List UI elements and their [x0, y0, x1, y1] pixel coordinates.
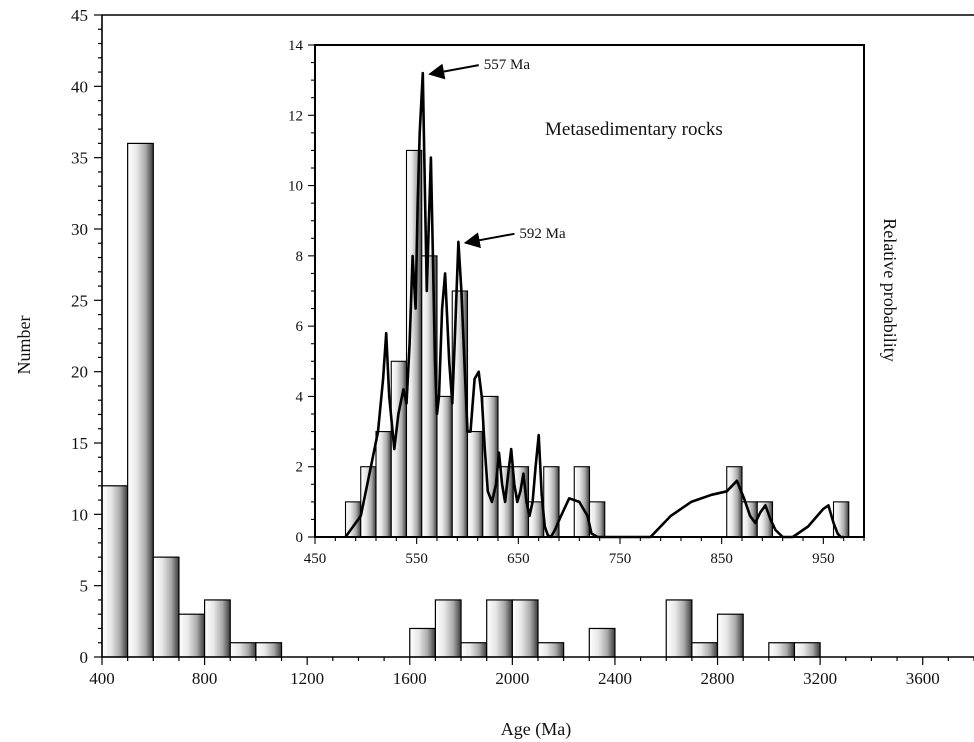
- inset-bar: [466, 431, 484, 538]
- main-y-tick-label: 0: [80, 648, 89, 667]
- inset-bar: [741, 501, 758, 538]
- inset-y-tick-label: 6: [296, 319, 304, 335]
- inset-y-tick-label: 4: [296, 389, 304, 405]
- main-y-tick-label: 40: [71, 77, 88, 96]
- inset-x-tick-label: 450: [304, 551, 327, 567]
- main-x-tick-label: 3600: [906, 669, 940, 688]
- inset-bar: [436, 395, 453, 538]
- main-bar: [460, 642, 488, 658]
- main-bar: [203, 599, 231, 658]
- main-y-tick-label: 20: [71, 363, 88, 382]
- main-x-tick-label: 1200: [290, 669, 324, 688]
- main-bar: [152, 556, 180, 658]
- x-axis-title: Age (Ma): [501, 719, 571, 740]
- inset-bar: [726, 466, 743, 538]
- main-x-tick-label: 2800: [701, 669, 735, 688]
- main-x-tick-label: 1600: [393, 669, 427, 688]
- main-bar: [229, 642, 257, 658]
- inset-y-tick-label: 2: [296, 460, 304, 476]
- inset-y-tick-label: 8: [296, 249, 304, 265]
- inset-x-tick-label: 950: [812, 551, 835, 567]
- probability-line: [344, 71, 844, 539]
- main-bar: [486, 599, 513, 658]
- annotation-arrow: [463, 232, 515, 249]
- inset-y-tick-label: 14: [288, 38, 304, 54]
- inset-y-tick-label: 12: [288, 108, 303, 124]
- main-y-tick-label: 30: [71, 220, 88, 239]
- inset-title: Metasedimentary rocks: [545, 119, 723, 140]
- main-bar: [691, 642, 719, 658]
- inset-y-tick-label: 10: [288, 179, 303, 195]
- main-bar: [537, 642, 565, 658]
- inset-x-tick-label: 850: [710, 551, 733, 567]
- main-x-tick-label: 2400: [598, 669, 632, 688]
- main-x-tick-label: 3200: [803, 669, 837, 688]
- main-bar: [178, 613, 206, 658]
- main-bars: [101, 142, 821, 658]
- main-axes: 400 800 1200 1600 2000 2400 2800 3200 3600051015…: [71, 6, 974, 688]
- inset-probability-curve: [344, 71, 844, 539]
- main-bar: [511, 599, 539, 658]
- main-bar: [768, 642, 796, 658]
- main-y-tick-label: 10: [71, 505, 88, 524]
- main-bar: [127, 142, 154, 658]
- main-bar: [793, 642, 821, 658]
- main-bar: [588, 627, 616, 658]
- inset-axes: 450 550 650 750 850 950 0 2 4 6 8 10 12 14: [288, 38, 865, 567]
- main-bar: [409, 627, 437, 658]
- inset-x-tick-label: 550: [405, 551, 428, 567]
- main-y-tick-label: 35: [71, 149, 88, 168]
- main-x-tick-label: 2000: [495, 669, 529, 688]
- main-bar: [665, 599, 693, 658]
- main-y-tick-label: 15: [71, 434, 88, 453]
- annotation-arrow: [428, 63, 479, 80]
- main-bar: [434, 599, 462, 658]
- main-bar: [716, 613, 744, 658]
- inset-x-tick-label: 650: [507, 551, 530, 567]
- annotation-label: 557 Ma: [484, 57, 531, 73]
- main-x-tick-label: 400: [89, 669, 115, 688]
- annotation-label: 592 Ma: [519, 226, 566, 242]
- right-axis-title: Relative probability: [880, 218, 900, 361]
- main-y-tick-label: 5: [80, 577, 89, 596]
- main-y-tick-label: 25: [71, 291, 88, 310]
- main-x-tick-label: 800: [192, 669, 218, 688]
- main-y-tick-label: 45: [71, 6, 88, 25]
- inset-y-tick-label: 0: [296, 530, 304, 546]
- inset-bar: [375, 431, 392, 538]
- inset-annotations: 557 Ma 592 Ma: [428, 57, 566, 249]
- y-axis-title: Number: [14, 316, 34, 375]
- main-bar: [255, 642, 283, 658]
- inset-x-tick-label: 750: [609, 551, 632, 567]
- main-bar: [101, 485, 129, 658]
